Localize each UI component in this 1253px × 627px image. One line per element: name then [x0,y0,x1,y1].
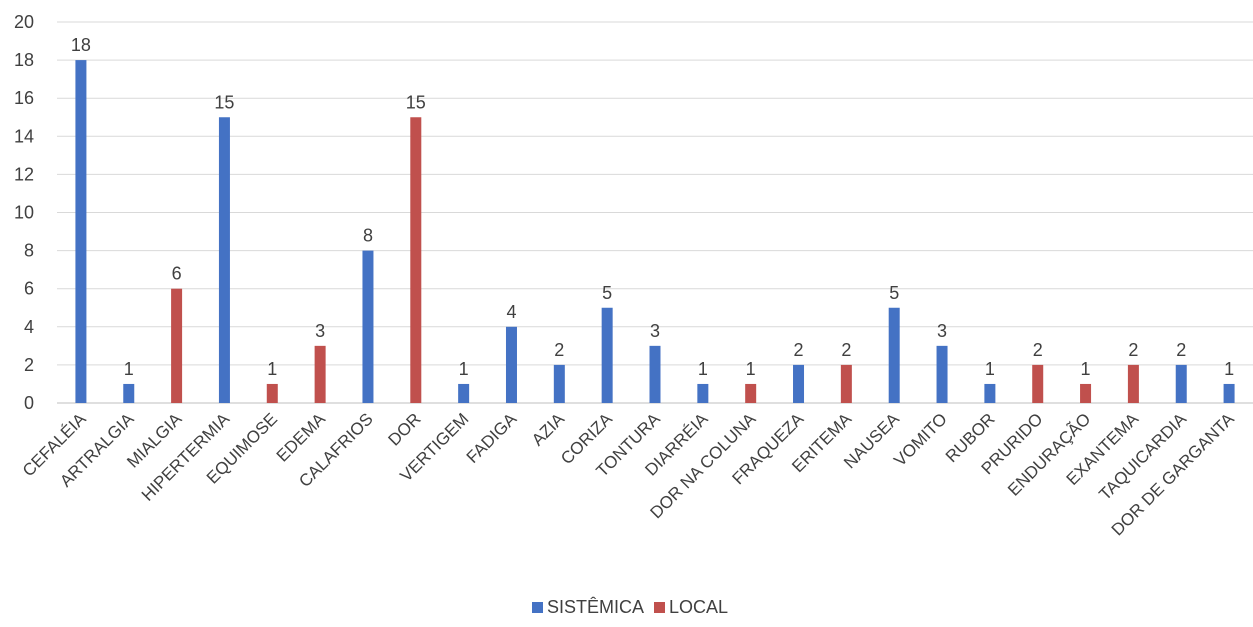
data-label: 1 [267,359,277,379]
bar-sistemica [75,60,87,403]
data-label: 15 [214,92,234,112]
bar-sistemica [888,307,900,403]
y-tick-label: 8 [24,241,34,261]
y-tick-label: 2 [24,355,34,375]
data-label: 8 [363,226,373,246]
bar-sistemica [505,326,517,403]
data-label: 18 [71,35,91,55]
bars [75,60,1235,403]
bar-sistemica [362,250,374,403]
bar-local [1032,364,1044,403]
bar-sistemica [1175,364,1187,403]
bar-local [171,288,183,403]
bar-sistemica [218,117,230,403]
bar-local [745,383,757,403]
legend-label: LOCAL [669,597,728,617]
y-tick-label: 10 [14,203,34,223]
data-label: 15 [406,92,426,112]
y-tick-label: 16 [14,88,34,108]
x-tick-label: VOMITO [890,409,951,470]
x-tick-label: DOR [384,409,424,449]
data-label: 6 [172,264,182,284]
data-label: 3 [650,321,660,341]
bar-local [1080,383,1092,403]
legend-swatch-local [654,602,665,613]
y-axis-ticks: 0 2 4 6 8 10 12 14 16 18 20 [14,12,34,413]
data-label: 1 [746,359,756,379]
data-label: 2 [1176,340,1186,360]
y-tick-label: 20 [14,12,34,32]
y-tick-label: 4 [24,317,34,337]
x-axis-ticks: CEFALÉIAARTRALGIAMIALGIAHIPERTERMIAEQUIM… [19,409,1239,540]
legend-swatch-sistemica [532,602,543,613]
bar-sistemica [936,345,948,403]
data-label: 2 [554,340,564,360]
data-label: 2 [794,340,804,360]
data-label: 1 [1224,359,1234,379]
data-label: 2 [1033,340,1043,360]
legend: SISTÊMICA LOCAL [532,597,728,617]
bar-sistemica [553,364,565,403]
y-tick-label: 0 [24,393,34,413]
bar-sistemica [649,345,661,403]
bar-sistemica [984,383,996,403]
data-label: 1 [985,359,995,379]
gridlines [57,21,1253,404]
data-label: 1 [124,359,134,379]
legend-label: SISTÊMICA [547,597,644,617]
bar-sistemica [793,364,805,403]
bar-sistemica [458,383,470,403]
bar-sistemica [697,383,709,403]
data-label: 2 [841,340,851,360]
data-label: 4 [506,302,516,322]
data-label: 3 [315,321,325,341]
bar-sistemica [1223,383,1235,403]
bar-sistemica [601,307,613,403]
data-label: 1 [459,359,469,379]
data-label: 1 [698,359,708,379]
y-tick-label: 14 [14,126,34,146]
data-label: 2 [1128,340,1138,360]
data-labels: 18 1 6 15 1 3 8 15 1 4 2 5 3 1 1 2 2 5 3 1 2 1 2 2 1 [71,35,1234,379]
x-tick-label: FADIGA [463,409,521,467]
data-label: 5 [889,283,899,303]
bar-local [1127,364,1139,403]
bar-local [840,364,852,403]
y-tick-label: 18 [14,50,34,70]
bar-sistemica [123,383,135,403]
bar-local [314,345,326,403]
y-tick-label: 6 [24,279,34,299]
data-label: 5 [602,283,612,303]
data-label: 3 [937,321,947,341]
bar-local [410,117,422,403]
x-tick-label: ENDURAÇÃO [1004,409,1094,499]
data-label: 1 [1081,359,1091,379]
x-tick-label: AZIA [528,409,569,450]
y-tick-label: 12 [14,164,34,184]
bar-local [266,383,278,403]
